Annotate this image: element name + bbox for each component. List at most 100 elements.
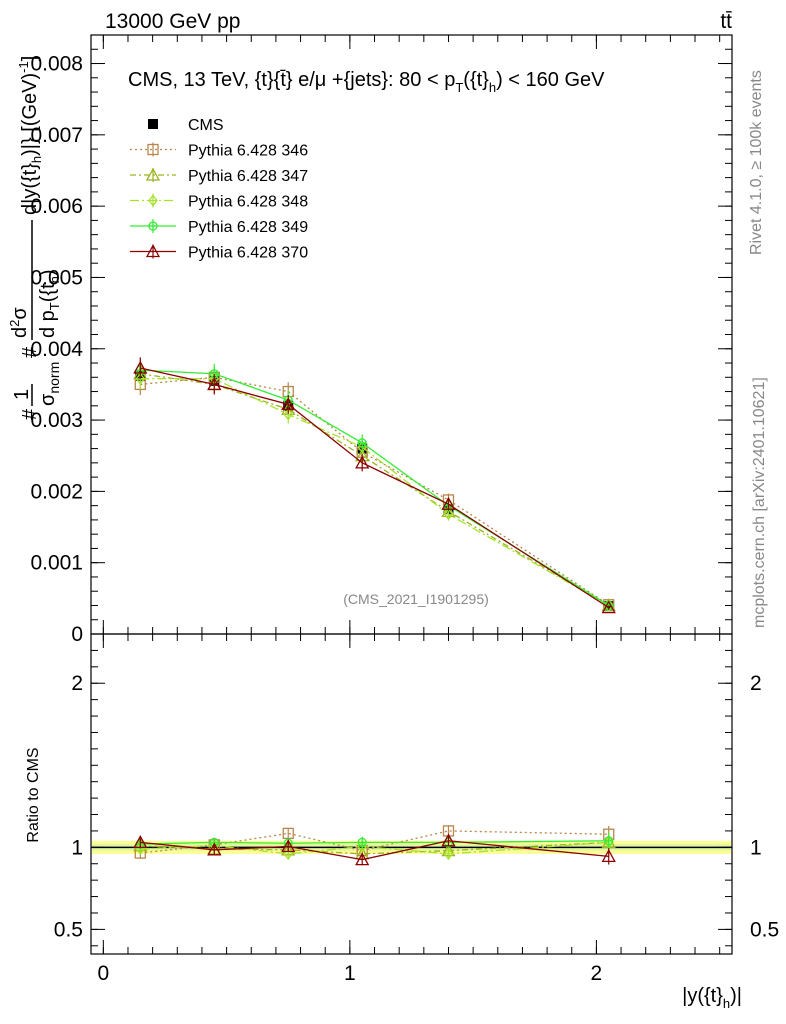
y-tick-label: 0.007 [30,124,83,147]
main-y-axis: 0 0.001 0.002 0.003 0.004 0.005 0.006 0.007 0.00… [30,34,732,646]
header-energy-label: 13000 GeV pp [105,10,240,33]
series-370 [133,833,616,866]
series-line-346 [140,830,609,854]
data-point [443,847,454,860]
svg-text:d|y({t}h)|} [(GeV)-1]: d|y({t}h)|} [(GeV)-1] [16,56,44,215]
legend-item-347: Pythia 6.428 347 [130,167,308,185]
legend-label: Pythia 6.428 370 [188,245,308,262]
main-series-group [133,357,616,614]
legend-item-346: Pythia 6.428 346 [130,142,308,160]
main-plot-title: CMS, 13 TeV, {t}{t̄} e/μ +{jets}: 80 < p… [128,69,605,95]
main-panel: 0 0.001 0.002 0.003 0.004 0.005 0.006 0.007 0.00… [7,34,733,646]
ratio-uncertainty-band [91,840,732,854]
legend-label: Pythia 6.428 349 [188,219,308,236]
y-tick-label: 0.002 [30,480,83,503]
series-346 [134,367,615,611]
y-tick-label: 0.001 [30,552,83,575]
y-tick-label: 0 [71,623,83,646]
legend-marker [147,143,159,156]
y-tick-label: 0.008 [30,53,83,76]
legend-marker [145,167,161,181]
series-line-346 [140,376,610,606]
rivet-version-label: Rivet 4.1.0, ≥ 100k events [748,70,765,255]
data-point [604,836,614,846]
data-point [601,600,616,614]
data-point [281,839,296,853]
legend-marker [148,221,158,231]
data-point [281,397,296,411]
y-tick-label: 0.5 [54,918,83,941]
series-line-370 [140,367,610,609]
legend-marker [145,244,161,258]
analysis-watermark: (CMS_2021_I1901295) [343,591,489,607]
y-tick-label: 0.006 [30,195,83,218]
series-line-348 [140,841,609,855]
series-line-348 [140,378,610,607]
ratio-x-axis: 0 1 2 [97,634,721,985]
main-y-axis-label: # 1 σnorm # d2σ d pT({th) d|y({t}h)|} [(… [7,56,62,420]
x-tick-label: 1 [344,962,356,985]
series-347 [133,363,616,612]
svg-text:σnorm: σnorm [37,362,62,406]
data-point [283,408,294,421]
data-point [135,372,146,385]
y-tick-label: 0.004 [30,338,83,361]
y-tick-label-right: 1 [750,836,762,859]
y-tick-label: 2 [71,672,83,695]
data-point [601,849,616,863]
series-348 [135,368,614,612]
legend-label: Pythia 6.428 346 [188,143,308,160]
legend-item-370: Pythia 6.428 370 [130,244,308,262]
y-tick-label-right: 0.5 [750,918,779,941]
svg-text:#: # [19,346,41,358]
legend: CMS Pythia 6.428 346 Pythia 6.428 347 Pythi… [130,117,308,262]
series-cms [135,367,614,612]
series-line-349 [140,369,610,607]
svg-text:#: # [19,408,41,420]
data-point [355,852,370,866]
data-point [355,455,370,469]
data-point [283,847,294,860]
svg-text:1: 1 [11,389,33,400]
ratio-y-axis-label: Ratio to CMS [25,747,42,842]
svg-text:d pT({th): d pT({th) [37,269,62,338]
mcplots-label: mcplots.cern.ch [arXiv:2401.10621] [751,377,768,628]
data-point [357,438,367,448]
header-process-label: tt̄ [720,10,732,33]
series-349 [135,359,614,611]
data-point [441,833,456,847]
legend-item-348: Pythia 6.428 348 [130,193,308,211]
data-point [443,508,454,521]
y-tick-label-right: 2 [750,672,762,695]
data-point [133,360,148,374]
legend-item-cms: CMS [148,117,224,134]
data-point [207,842,222,856]
legend-marker [148,119,158,129]
svg-text:d2σ: d2σ [7,307,31,338]
series-line-347 [140,373,610,607]
y-tick-label: 0.005 [30,266,83,289]
legend-marker [148,194,158,207]
x-axis-label: |y({t}h)| [682,985,742,1011]
ratio-y-axis: 0.5 0.5 1 1 2 2 [54,633,779,947]
ratio-series-group [133,825,616,866]
legend-item-349: Pythia 6.428 349 [130,219,308,236]
x-tick-label: 2 [591,962,603,985]
legend-label: CMS [188,117,224,134]
y-tick-label: 1 [71,836,83,859]
data-point [441,496,456,510]
series-line-349 [140,840,609,845]
ratio-panel: 0.5 0.5 1 1 2 2 0 1 2 Ratio to CMS |y({t}h)| [25,633,779,1011]
main-x-axis [102,35,721,634]
series-line-370 [140,840,609,861]
y-tick-label: 0.003 [30,409,83,432]
legend-label: Pythia 6.428 347 [188,168,308,185]
data-point [207,377,222,391]
data-point [357,837,367,848]
legend-label: Pythia 6.428 348 [188,194,308,211]
data-point [133,835,148,849]
x-tick-label: 0 [97,962,109,985]
series-370 [133,357,616,614]
ratio-plot-frame [90,633,733,955]
